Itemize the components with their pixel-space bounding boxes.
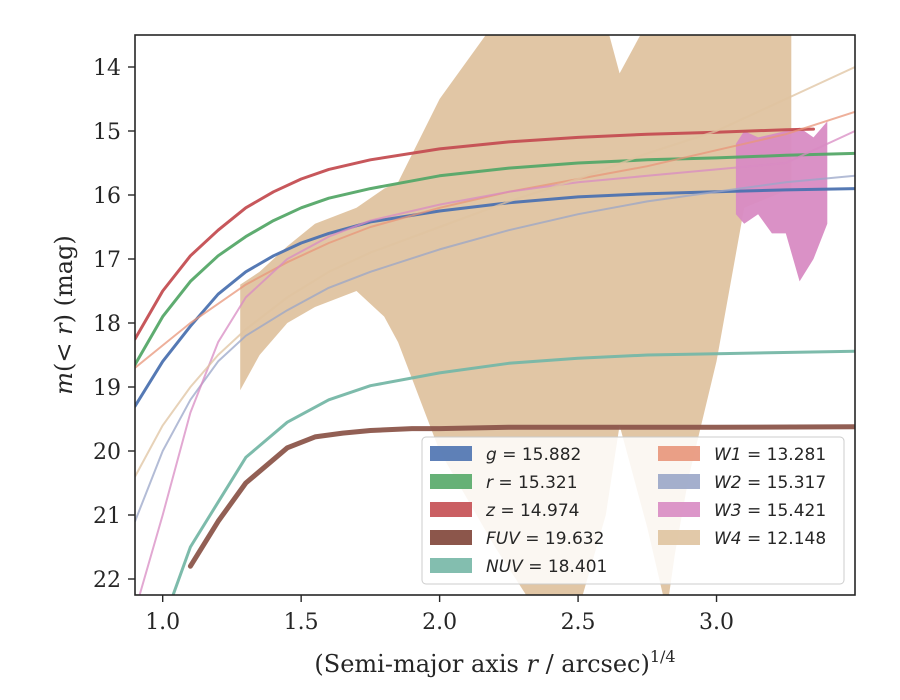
y-tick-label: 19	[93, 376, 121, 401]
data-series	[135, 66, 855, 595]
legend: g = 15.882 r = 15.321 z = 14.974 FUV = 19.6…	[421, 436, 845, 585]
x-tick-label: 2.0	[422, 610, 457, 635]
y-axis-title: m(< r) (mag)	[50, 235, 78, 395]
y-tick-label: 20	[93, 440, 121, 465]
legend-swatch-w4	[658, 530, 700, 545]
legend-box	[421, 436, 845, 585]
y-tick-label: 16	[93, 184, 121, 209]
x-tick-label: 3.0	[699, 610, 734, 635]
legend-swatch-z	[430, 502, 472, 517]
y-tick-label: 22	[93, 568, 121, 593]
legend-swatch-r	[430, 474, 472, 489]
series-line-nuv	[171, 349, 855, 595]
series-line-z	[135, 127, 815, 341]
legend-label-z: z = 14.974	[485, 501, 579, 521]
legend-label-w2: W2 = 15.317	[714, 473, 826, 493]
legend-swatch-nuv	[430, 558, 472, 573]
legend-swatch-fuv	[430, 530, 472, 545]
legend-swatch-g	[430, 446, 472, 461]
legend-label-nuv: NUV = 18.401	[486, 557, 607, 577]
series-line-w1	[135, 110, 855, 369]
x-tick-label: 1.0	[145, 610, 180, 635]
x-axis-ticks: 1.0 1.5 2.0 2.5 3.0	[145, 595, 734, 635]
series-line-w4	[135, 66, 855, 478]
y-axis-ticks: 14 15 16 17 18 19 20 21 22	[93, 56, 135, 593]
x-tick-label: 1.5	[284, 610, 319, 635]
y-tick-label: 18	[93, 312, 121, 337]
legend-swatch-w3	[658, 502, 700, 517]
y-tick-label: 15	[93, 120, 121, 145]
series-line-w3	[138, 130, 855, 595]
band-w3	[735, 121, 828, 282]
plot-frame	[134, 34, 856, 596]
y-tick-label: 17	[93, 248, 121, 273]
legend-swatch-w1	[658, 446, 700, 461]
legend-label-w4: W4 = 12.148	[714, 529, 826, 549]
legend-label-w1: W1 = 13.281	[714, 445, 826, 465]
legend-swatch-w2	[658, 474, 700, 489]
x-tick-label: 2.5	[561, 610, 596, 635]
legend-label-fuv: FUV = 19.632	[486, 529, 604, 549]
legend-label-w3: W3 = 15.421	[714, 501, 826, 521]
legend-label-g: g = 15.882	[486, 445, 581, 465]
series-line-fuv	[187, 424, 855, 569]
legend-label-r: r = 15.321	[486, 473, 578, 493]
y-tick-label: 21	[93, 504, 121, 529]
x-axis-title: (Semi-major axis r / arcsec)1/4	[314, 647, 675, 678]
y-tick-label: 14	[93, 56, 121, 81]
